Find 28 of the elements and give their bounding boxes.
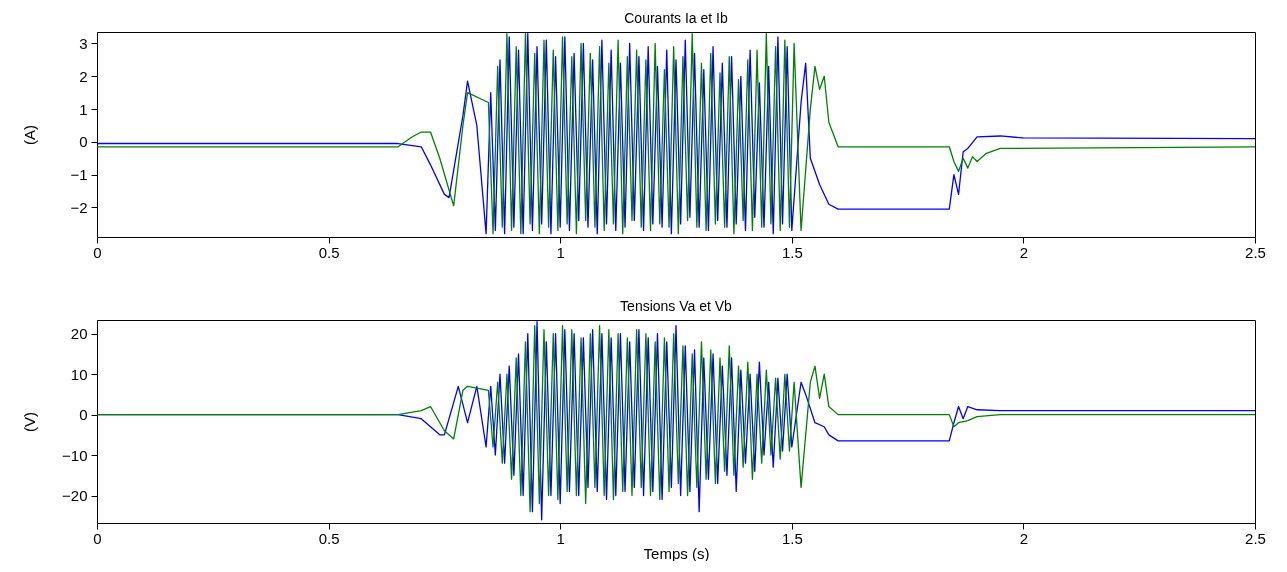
- y-axis-title: (V): [20, 412, 38, 432]
- y-tick-label: 0: [79, 406, 88, 424]
- x-tick-label: 2.5: [1245, 243, 1266, 261]
- y-tick-label: 20: [70, 325, 88, 343]
- x-tick-label: 2.5: [1245, 529, 1266, 547]
- x-tick-label: 1: [556, 243, 565, 261]
- y-tick-label: 3: [79, 34, 88, 52]
- x-tick-label: 0.5: [318, 243, 340, 261]
- y-tick-label: 1: [79, 100, 88, 118]
- chart-title: Tensions Va et Vb: [620, 298, 733, 314]
- x-axis-title: Temps (s): [643, 544, 710, 562]
- y-tick-label: −1: [70, 166, 88, 184]
- x-tick-label: 1: [556, 529, 565, 547]
- chart-title: Courants Ia et Ib: [624, 10, 728, 26]
- x-tick-label: 0.5: [318, 529, 340, 547]
- y-tick-label: −20: [62, 487, 88, 504]
- y-tick-label: −10: [62, 446, 88, 464]
- y-tick-label: 2: [79, 67, 88, 85]
- x-tick-label: 1.5: [781, 243, 803, 261]
- y-axis-title: (A): [20, 125, 38, 145]
- x-tick-label: 1.5: [781, 529, 803, 547]
- x-tick-label: 0: [93, 243, 102, 261]
- x-tick-label: 0: [93, 529, 102, 547]
- y-tick-label: 0: [79, 133, 88, 151]
- y-tick-label: 10: [70, 365, 88, 383]
- y-tick-label: −2: [70, 198, 88, 216]
- x-tick-label: 2: [1019, 243, 1029, 261]
- x-tick-label: 2: [1019, 529, 1029, 547]
